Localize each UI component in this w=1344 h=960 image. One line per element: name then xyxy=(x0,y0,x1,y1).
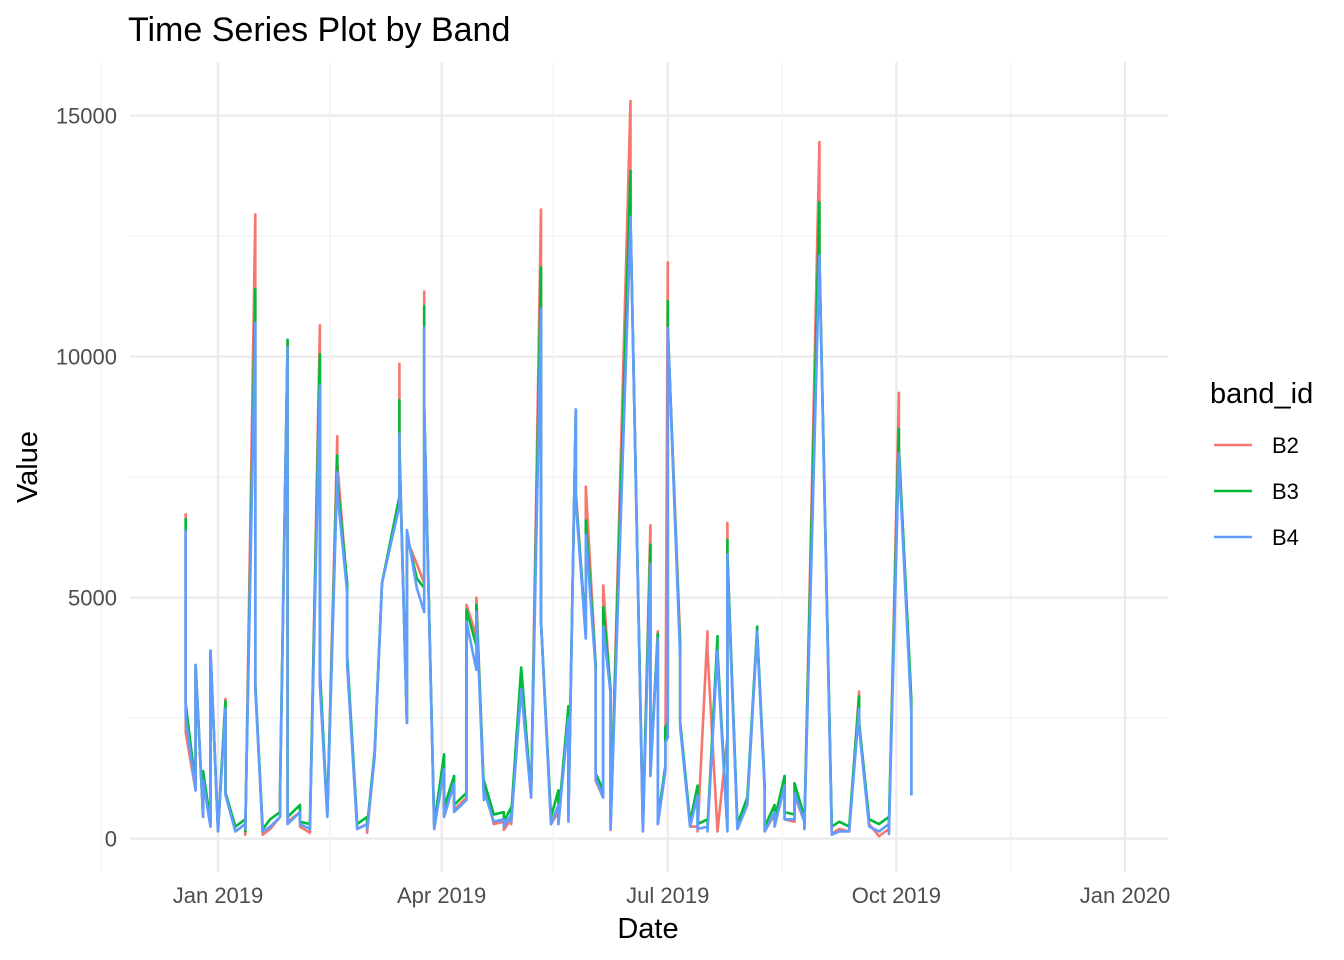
x-tick-label: Jan 2019 xyxy=(173,883,264,908)
x-axis-title: Date xyxy=(617,913,678,945)
series-line-b2 xyxy=(184,99,913,838)
legend-title: band_id xyxy=(1210,378,1313,410)
legend-label-b4: B4 xyxy=(1272,525,1299,550)
series-lines xyxy=(184,99,913,838)
x-tick-label: Jul 2019 xyxy=(626,883,709,908)
chart-title: Time Series Plot by Band xyxy=(128,11,510,49)
x-tick-label: Oct 2019 xyxy=(852,883,941,908)
legend-label-b2: B2 xyxy=(1272,433,1299,458)
legend: band_id B2 B3 B4 xyxy=(1210,378,1313,550)
y-tick-label: 5000 xyxy=(68,586,117,611)
grid-lines xyxy=(100,62,1168,872)
y-axis-tick-labels: 0 5000 10000 15000 xyxy=(56,104,117,852)
legend-label-b3: B3 xyxy=(1272,479,1299,504)
y-tick-label: 0 xyxy=(105,827,117,852)
x-tick-label: Jan 2020 xyxy=(1080,883,1171,908)
x-axis-tick-labels: Jan 2019 Apr 2019 Jul 2019 Oct 2019 Jan 2020 xyxy=(173,883,1171,908)
y-axis-title: Value xyxy=(12,431,44,503)
series-line-b3 xyxy=(184,169,913,833)
y-tick-label: 10000 xyxy=(56,345,117,370)
x-tick-label: Apr 2019 xyxy=(397,883,486,908)
series-line-b4 xyxy=(184,215,913,836)
legend-items: B2 B3 B4 xyxy=(1214,433,1299,550)
y-tick-label: 15000 xyxy=(56,104,117,129)
